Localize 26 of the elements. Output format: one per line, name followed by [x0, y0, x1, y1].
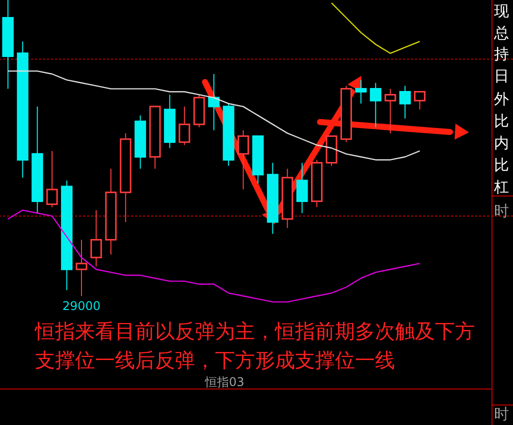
text: 时 [494, 202, 509, 220]
candlestick [399, 85, 411, 119]
candlestick [76, 239, 88, 296]
text: 杠 [493, 178, 509, 196]
text: 日 [494, 67, 509, 85]
text: 时 [494, 405, 509, 423]
candlestick [414, 91, 426, 110]
candlestick [370, 82, 382, 128]
candlestick [178, 106, 190, 146]
candlestick [296, 162, 308, 214]
candlestick [208, 74, 220, 131]
text: 恒指03 [204, 375, 244, 389]
candlestick [46, 150, 58, 208]
text: 恒指来看目前以反弹为主，恒指前期多次触及下方支撑位一线后反弹，下方形成支撑位一线 [34, 319, 475, 372]
text: 现 [494, 2, 509, 20]
text: 比 [494, 112, 509, 130]
candlestick [90, 210, 102, 267]
text: 内 [494, 134, 509, 152]
text: 总 [493, 24, 509, 42]
candlestick [238, 130, 250, 190]
text: 外 [494, 90, 509, 108]
candlestick [355, 79, 367, 104]
text: 29000 [62, 299, 101, 313]
text: 比 [494, 156, 509, 174]
candlestick [384, 88, 396, 134]
text: 持 [494, 45, 509, 63]
